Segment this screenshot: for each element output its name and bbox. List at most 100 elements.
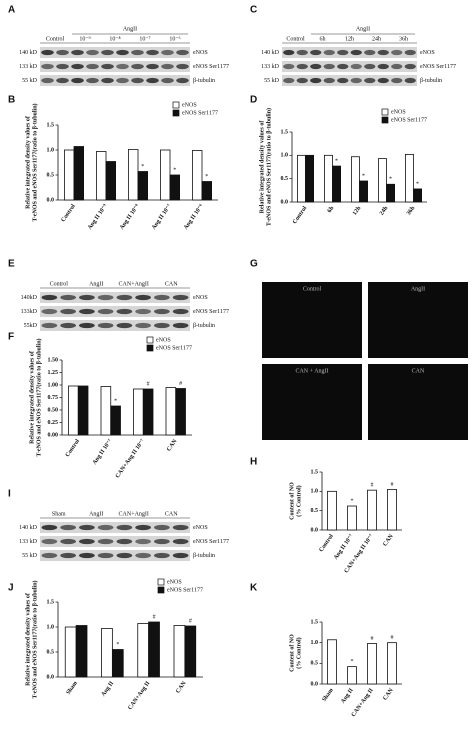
panel-letter: A xyxy=(8,5,15,16)
bar xyxy=(133,388,144,436)
y-axis-label: Content of NO xyxy=(289,482,295,520)
blot-band xyxy=(283,63,295,70)
x-tick-label: CAN+Ang II xyxy=(127,680,151,711)
legend-swatch xyxy=(146,344,154,352)
blot-band xyxy=(56,49,69,56)
blot-band xyxy=(135,524,151,531)
lane-label: 10⁻⁹ xyxy=(79,36,90,42)
lane-label: Control xyxy=(46,36,65,42)
legend-label: eNOS Ser1177 xyxy=(156,345,192,351)
y-tick-label: 1.5 xyxy=(47,599,55,605)
lane-label: 24h xyxy=(372,36,381,42)
y-axis-label: Relative integrated density values of xyxy=(25,115,31,209)
blot-band xyxy=(56,77,69,84)
row-right-label: β-tubulin xyxy=(193,553,215,559)
blot-band xyxy=(154,294,170,301)
blot-band xyxy=(135,322,151,329)
blot-band xyxy=(71,49,84,56)
bar xyxy=(64,626,77,678)
blot-band xyxy=(41,538,58,545)
y-tick-label: 1.5 xyxy=(47,122,55,128)
x-tick-label: CAN+Ang II xyxy=(351,687,375,718)
blot-band xyxy=(391,63,403,70)
blot-band xyxy=(131,49,144,56)
blot-band xyxy=(79,322,95,329)
panel-letter: F xyxy=(8,332,14,343)
blot-strip xyxy=(282,75,417,86)
bar xyxy=(175,388,186,436)
blot-band xyxy=(86,77,99,84)
blot-strip xyxy=(40,75,190,86)
x-tick-label: 12h xyxy=(352,205,363,217)
blot-band xyxy=(79,552,95,559)
row-left-label: 55 kD xyxy=(22,553,38,559)
blot-band xyxy=(283,77,295,84)
x-tick-label: Sham xyxy=(321,687,334,702)
blot-band xyxy=(377,63,389,70)
blot-band xyxy=(71,77,84,84)
lane-label: 10⁻⁷ xyxy=(139,36,150,42)
y-tick-label: 0.0 xyxy=(281,199,289,205)
x-tick-label: Control xyxy=(318,533,335,553)
blot-band xyxy=(79,538,95,545)
row-right-label: eNOS xyxy=(193,525,208,531)
bar xyxy=(413,188,423,203)
blot-band xyxy=(97,322,114,329)
blot-band xyxy=(350,63,362,70)
bar xyxy=(165,387,177,436)
blot-band xyxy=(161,49,174,56)
blot-band xyxy=(337,77,349,84)
bar xyxy=(148,621,160,678)
y-tick-label: 0.5 xyxy=(281,176,289,182)
blot-strip xyxy=(282,47,417,58)
row-right-label: eNOS Ser1177 xyxy=(420,64,456,70)
y-axis-label: T-eNOS and eNOS Ser1177(ratio to β-tubul… xyxy=(265,108,272,226)
x-tick-label: Sham xyxy=(66,680,79,695)
blot-band xyxy=(60,524,76,531)
legend-label: eNOS xyxy=(156,337,171,343)
blot-band xyxy=(146,49,159,56)
blot-band xyxy=(60,552,76,559)
legend-swatch xyxy=(172,109,180,117)
bar xyxy=(101,628,113,678)
bar xyxy=(127,149,139,201)
legend-swatch xyxy=(157,578,165,586)
bar xyxy=(296,154,306,203)
significance-mark: # xyxy=(391,635,394,641)
blot-strip xyxy=(40,61,190,72)
blot-band xyxy=(41,294,58,301)
bar xyxy=(347,505,357,531)
y-tick-label: 1.50 xyxy=(48,357,59,363)
bar xyxy=(191,150,203,201)
y-tick-label: 1.0 xyxy=(311,640,319,646)
fluorescence-image xyxy=(262,364,362,440)
blot-band xyxy=(154,308,170,315)
legend-label: eNOS xyxy=(167,579,182,585)
y-tick-label: 1.25 xyxy=(48,370,59,376)
x-tick-label: Ang II 10⁻⁹ xyxy=(87,203,109,231)
y-tick-label: 0.0 xyxy=(311,527,319,533)
blot-band xyxy=(172,538,189,545)
blot-band xyxy=(71,63,84,70)
x-tick-label: Ang II 10⁻⁷ xyxy=(333,533,355,561)
bar xyxy=(404,153,414,203)
bar xyxy=(75,625,88,678)
blot-band xyxy=(154,322,170,329)
significance-mark: # xyxy=(189,618,192,624)
blot-band xyxy=(296,49,308,56)
row-left-label: 55kD xyxy=(24,323,38,329)
image-caption: AngII xyxy=(411,286,425,292)
bar xyxy=(305,154,315,203)
y-tick-label: 1.0 xyxy=(281,153,289,159)
y-tick-label: 1.0 xyxy=(47,147,55,153)
blot-band xyxy=(296,63,308,70)
bar xyxy=(332,165,342,203)
bar xyxy=(387,488,397,531)
row-left-label: 55 kD xyxy=(22,78,38,84)
y-tick-label: 1.0 xyxy=(47,624,55,630)
bar xyxy=(110,405,121,436)
bar xyxy=(323,154,333,203)
blot-band xyxy=(41,552,58,559)
blot-band xyxy=(116,49,129,56)
significance-mark: * xyxy=(362,173,365,179)
